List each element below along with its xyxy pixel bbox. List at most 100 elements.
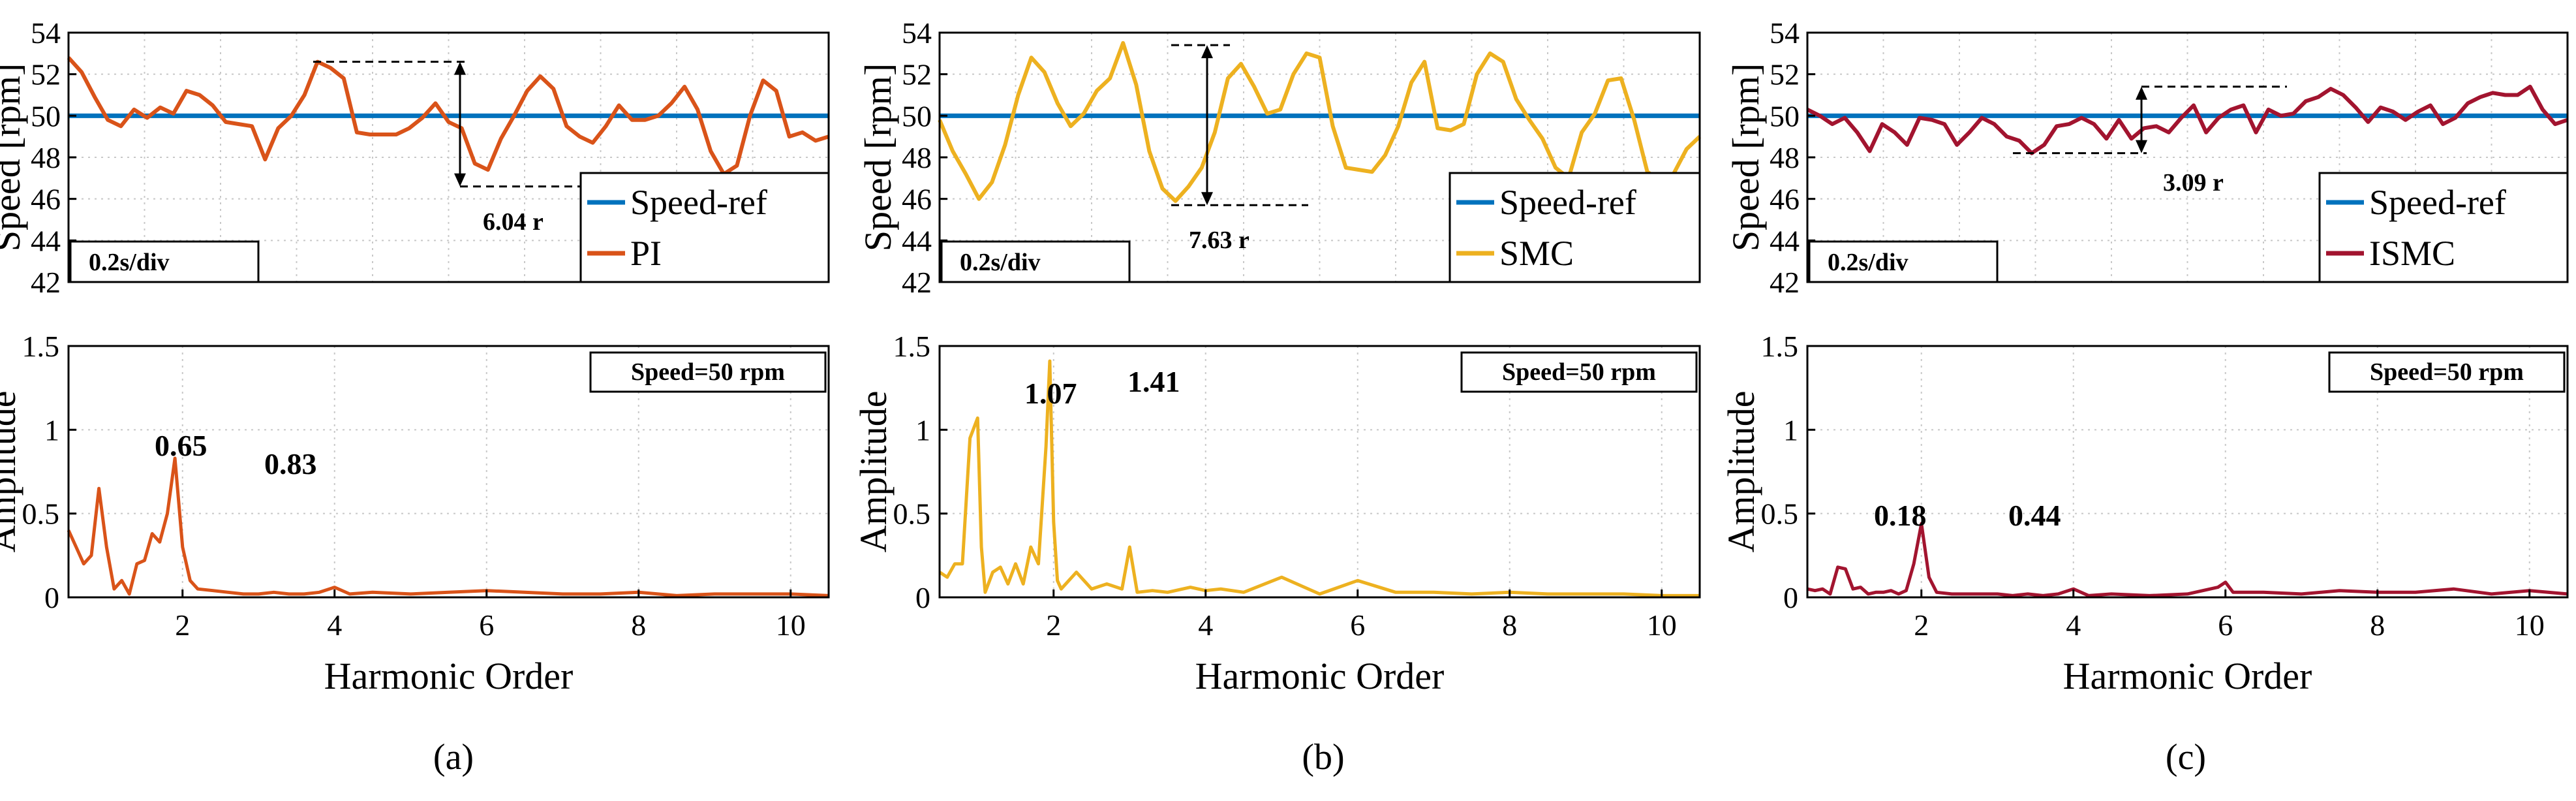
spectrum-xtick-label-c: 8 bbox=[2370, 608, 2385, 642]
speed-ytick-label-a: 46 bbox=[31, 183, 61, 216]
spectrum-xtick-label-b: 2 bbox=[1046, 608, 1061, 642]
speed-ytick-label-c: 46 bbox=[1770, 183, 1800, 216]
speed-ytick-label-b: 42 bbox=[902, 266, 932, 299]
spectrum-trace-c bbox=[1807, 522, 2568, 597]
speed-trace-b bbox=[938, 40, 1702, 203]
spectrum-ytick-label-c: 0 bbox=[1783, 581, 1798, 614]
spectrum-xtick-label-c: 10 bbox=[2515, 608, 2545, 642]
spectrum-panel-c: Speed=50 rpm 0.18 0.44 0 0.5 1 1.5 2 4 6 8 10 Amplit… bbox=[1720, 330, 2569, 697]
spectrum-ytick-label-b: 1.5 bbox=[893, 330, 931, 363]
speed-note-box-a bbox=[589, 351, 827, 393]
caption-c: (c) bbox=[2166, 737, 2206, 777]
ripple-label-c: 3.09 r bbox=[2163, 169, 2224, 196]
spectrum-xtick-label-a: 2 bbox=[175, 608, 190, 642]
ripple-arrow-head-down-b bbox=[1201, 192, 1213, 206]
spectrum-ytick-label-c: 0.5 bbox=[1761, 497, 1799, 531]
spectrum-xtick-label-b: 8 bbox=[1502, 608, 1517, 642]
spectrum-ylabel-a: Amplitude bbox=[0, 390, 23, 552]
legend-label-c-1: ISMC bbox=[2369, 234, 2455, 273]
spectrum-axes-frame-a bbox=[67, 345, 830, 599]
speed-ytick-label-c: 50 bbox=[1770, 99, 1800, 133]
panels-layer: 6.04 r0.2s/divSpeed-refPI42444648505254S… bbox=[0, 16, 2569, 697]
spectrum-xtick-label-a: 4 bbox=[327, 608, 342, 642]
speed-ytick-label-b: 48 bbox=[902, 141, 932, 174]
spectrum-ytick-label-b: 1 bbox=[915, 413, 930, 447]
time-div-label-c: 0.2s/div bbox=[1828, 249, 1909, 276]
speed-ytick-label-b: 44 bbox=[902, 224, 932, 257]
legend-label-c-0: Speed-ref bbox=[2369, 183, 2506, 222]
spectrum-ytick-label-b: 0.5 bbox=[893, 497, 931, 531]
spectrum-ytick-label-b: 0 bbox=[915, 581, 930, 614]
spectrum-xtick-label-b: 4 bbox=[1198, 608, 1213, 642]
spectrum-xlabel-a: Harmonic Order bbox=[324, 655, 574, 697]
speed-ytick-label-a: 54 bbox=[31, 16, 61, 50]
time-div-label-a: 0.2s/div bbox=[89, 249, 170, 276]
ripple-arrow-head-up-a bbox=[454, 61, 466, 75]
ripple-arrow-head-up-c bbox=[2136, 86, 2147, 100]
legend-label-b-1: SMC bbox=[1499, 234, 1574, 273]
legend-a: Speed-ref PI bbox=[579, 172, 830, 283]
speed-ytick-label-b: 50 bbox=[902, 99, 932, 133]
speed-ytick-label-c: 54 bbox=[1770, 16, 1800, 50]
speed-ytick-label-a: 44 bbox=[31, 224, 61, 257]
legend-label-b-0: Speed-ref bbox=[1499, 183, 1636, 222]
legend-b: Speed-ref SMC bbox=[1449, 172, 1701, 283]
speed-ytick-label-c: 48 bbox=[1770, 141, 1800, 174]
speed-ylabel-c: Speed [rpm] bbox=[1725, 63, 1767, 251]
caption-a: (a) bbox=[433, 737, 474, 777]
peak-label-c-1: 0.44 bbox=[2008, 499, 2061, 532]
legend-box-a bbox=[579, 172, 830, 283]
spectrum-ytick-label-a: 1 bbox=[44, 413, 59, 447]
speed-ytick-label-c: 42 bbox=[1770, 266, 1800, 299]
speed-panel-c: 3.09 r 0.2s/div Speed-ref ISMC 42 44 46 48 50 52 5… bbox=[1725, 16, 2569, 299]
spectrum-panel-b: Speed=50 rpm 1.07 1.41 0 0.5 1 1.5 2 4 6 8 10 Amplit… bbox=[852, 330, 1701, 697]
speed-ytick-label-a: 50 bbox=[31, 99, 61, 133]
spectrum-xtick-label-c: 6 bbox=[2218, 608, 2233, 642]
speed-note-box-b bbox=[1460, 351, 1698, 393]
speed-ytick-label-c: 52 bbox=[1770, 58, 1800, 91]
speed-trace-a bbox=[67, 56, 829, 176]
speed-ytick-label-a: 42 bbox=[31, 266, 61, 299]
spectrum-ytick-label-a: 1.5 bbox=[22, 330, 60, 363]
ripple-arrow-head-down-c bbox=[2136, 140, 2147, 153]
time-div-label-b: 0.2s/div bbox=[960, 249, 1041, 276]
spectrum-ytick-label-c: 1 bbox=[1783, 413, 1798, 447]
legend-label-a-1: PI bbox=[630, 234, 662, 273]
caption-b: (b) bbox=[1302, 737, 1344, 777]
spectrum-axes-frame-b bbox=[938, 345, 1701, 599]
legend-label-a-0: Speed-ref bbox=[630, 183, 767, 222]
spectrum-ylabel-c: Amplitude bbox=[1720, 390, 1762, 552]
ripple-arrow-head-up-b bbox=[1201, 45, 1213, 59]
speed-ylabel-a: Speed [rpm] bbox=[0, 63, 28, 251]
spectrum-trace-b bbox=[938, 359, 1700, 597]
spectrum-xlabel-b: Harmonic Order bbox=[1195, 655, 1445, 697]
peak-label-b-0: 1.07 bbox=[1024, 377, 1077, 410]
speed-note-label-b: Speed=50 rpm bbox=[1502, 358, 1656, 386]
peak-label-a-1: 0.83 bbox=[264, 447, 317, 480]
speed-trace-c bbox=[1806, 84, 2568, 155]
speed-note-label-a: Speed=50 rpm bbox=[631, 358, 785, 386]
speed-ytick-label-b: 46 bbox=[902, 183, 932, 216]
spectrum-xtick-label-a: 10 bbox=[776, 608, 806, 642]
spectrum-panel-a: Speed=50 rpm 0.65 0.83 0 0.5 1 1.5 2 4 6 8 10 Amplit… bbox=[0, 330, 830, 697]
spectrum-xtick-label-c: 4 bbox=[2066, 608, 2081, 642]
spectrum-xtick-label-a: 6 bbox=[479, 608, 494, 642]
spectrum-xlabel-c: Harmonic Order bbox=[2063, 655, 2312, 697]
peak-label-c-0: 0.18 bbox=[1874, 499, 1927, 532]
spectrum-trace-a bbox=[67, 456, 829, 597]
legend-box-b bbox=[1449, 172, 1701, 283]
peak-label-a-0: 0.65 bbox=[155, 429, 207, 462]
speed-ytick-label-b: 52 bbox=[902, 58, 932, 91]
peak-label-b-1: 1.41 bbox=[1127, 365, 1180, 398]
speed-ylabel-b: Speed [rpm] bbox=[857, 63, 899, 251]
spectrum-xtick-label-b: 6 bbox=[1350, 608, 1365, 642]
speed-ytick-label-a: 52 bbox=[31, 58, 61, 91]
spectrum-xtick-label-c: 2 bbox=[1914, 608, 1929, 642]
spectrum-xtick-label-b: 10 bbox=[1647, 608, 1677, 642]
legend-c: Speed-ref ISMC bbox=[2318, 172, 2569, 283]
spectrum-ytick-label-a: 0.5 bbox=[22, 497, 60, 531]
spectrum-ytick-label-c: 1.5 bbox=[1761, 330, 1799, 363]
ripple-label-b: 7.63 r bbox=[1189, 227, 1250, 254]
